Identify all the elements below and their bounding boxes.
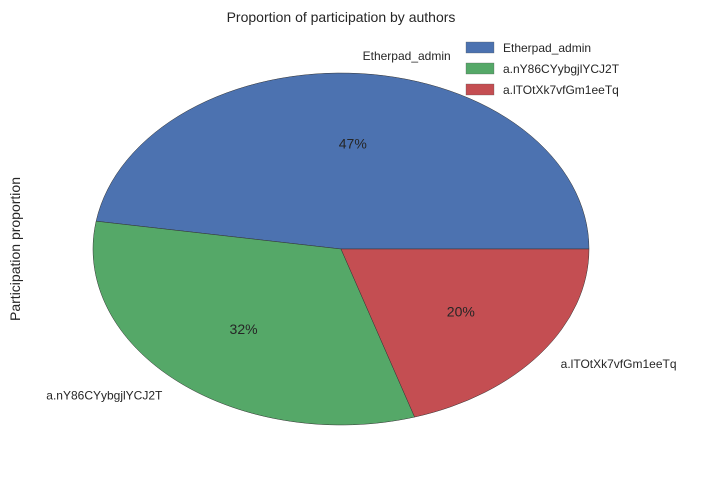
pie-percent-nY86: 32% — [230, 321, 258, 337]
legend-swatch-nY86 — [465, 62, 495, 75]
y-axis-label: Participation proportion — [7, 177, 23, 321]
pie-slice-nY86 — [92, 220, 415, 426]
legend: Etherpad_admin a.nY86CYybgjlYCJ2T a.lTOt… — [465, 41, 620, 97]
pie-label-lTOt: a.lTOtXk7vfGm1eeTq — [561, 357, 677, 371]
legend-swatch-lTOt — [465, 83, 495, 96]
pie-percent-etherpad-admin: 47% — [339, 136, 367, 152]
pie-slice-lTOt — [340, 248, 590, 418]
pie-labels: 47% Etherpad_admin 32% a.nY86CYybgjlYCJ2T 20… — [46, 49, 676, 402]
pie-slices — [92, 72, 590, 426]
pie-label-nY86: a.nY86CYybgjlYCJ2T — [46, 388, 163, 402]
pie-percent-lTOt: 20% — [447, 304, 475, 320]
legend-entry-lTOt: a.lTOtXk7vfGm1eeTq — [503, 83, 619, 97]
legend-entry-nY86: a.nY86CYybgjlYCJ2T — [503, 62, 620, 76]
legend-entry-etherpad-admin: Etherpad_admin — [503, 41, 591, 55]
chart-title: Proportion of participation by authors — [227, 9, 456, 25]
pie-slice-etherpad-admin — [95, 72, 590, 250]
legend-swatch-etherpad-admin — [465, 41, 495, 54]
pie-label-etherpad-admin: Etherpad_admin — [363, 49, 451, 63]
